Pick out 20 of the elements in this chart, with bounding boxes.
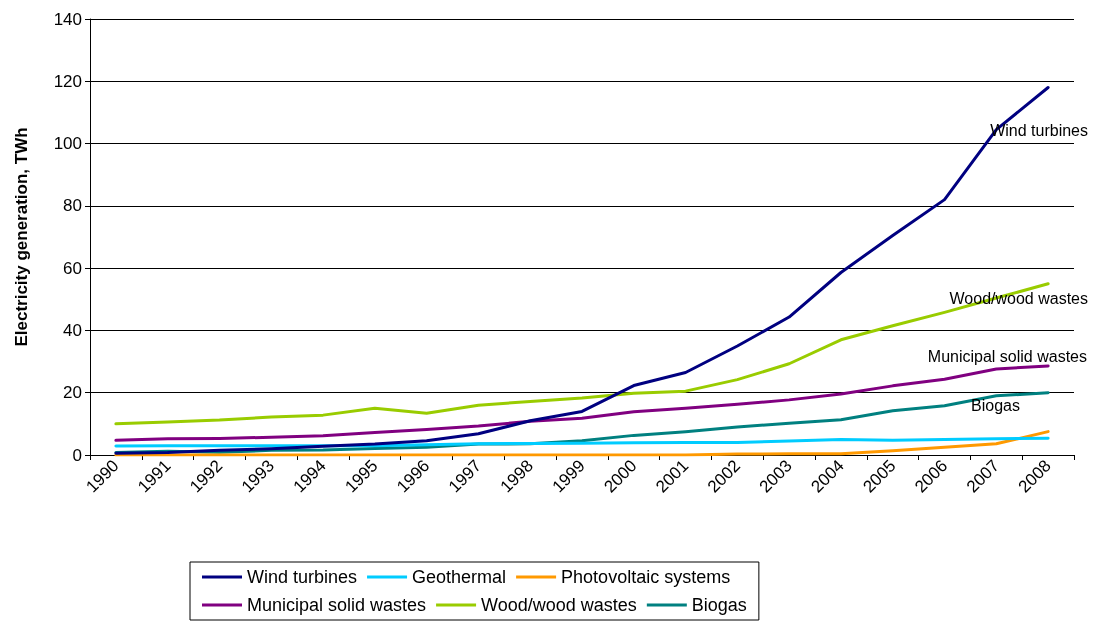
legend-label: Geothermal (412, 567, 507, 587)
y-tick-label: 80 (63, 196, 82, 216)
legend-label: Biogas (691, 595, 747, 615)
annotation: Biogas (971, 396, 1020, 414)
y-tick-label: 20 (63, 383, 82, 403)
y-tick-label: 100 (53, 134, 82, 154)
legend-label: Photovoltaic systems (561, 567, 731, 587)
y-tick-label: 40 (63, 320, 82, 340)
line-series (114, 436, 1050, 448)
y-tick-label: 120 (53, 71, 82, 91)
legend-label: Municipal solid wastes (247, 595, 427, 615)
line-series (114, 430, 1050, 457)
legend-label: Wind turbines (247, 567, 358, 587)
y-tick-label: 140 (53, 9, 82, 29)
line-series (114, 364, 1050, 442)
legend-label: Wood/wood wastes (481, 595, 637, 615)
y-tick-label: 60 (63, 258, 82, 278)
y-tick-label: 0 (72, 445, 82, 465)
annotation: Municipal solid wastes (927, 347, 1087, 365)
y-axis-title: Electricity generation, TWh (12, 127, 31, 347)
